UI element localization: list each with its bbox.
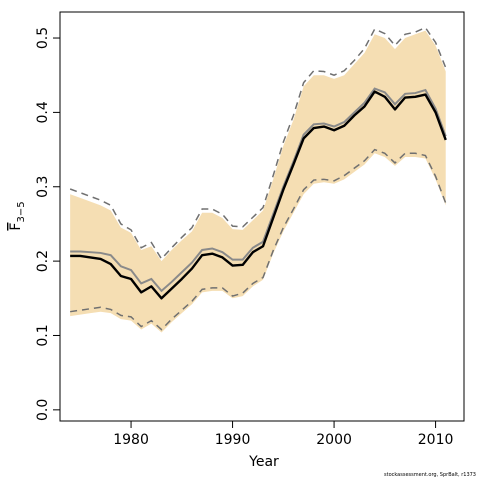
estimate-shadow-line	[70, 87, 447, 293]
y-axis-title-subscript: 3−5	[16, 201, 27, 222]
upper-bound-line	[69, 26, 447, 261]
x-tick-label: 2010	[418, 432, 454, 448]
confidence-band-layer	[70, 30, 446, 333]
series-lines-layer	[69, 26, 447, 331]
y-tick-label: 0.2	[35, 250, 51, 272]
confidence-band	[70, 30, 446, 333]
y-tick-label: 0.5	[35, 27, 51, 49]
x-tick-label: 1990	[215, 432, 251, 448]
x-axis-title: Year	[248, 454, 279, 470]
plot-frame	[59, 11, 465, 422]
x-axis: 1980 1990 2000 2010	[113, 421, 453, 448]
y-tick-label: 0.0	[35, 399, 51, 421]
credit-text: stockassessment.org, SprBalt, r1373	[384, 472, 476, 478]
y-tick-label: 0.4	[35, 101, 51, 123]
y-axis-title: F3−5	[8, 201, 27, 230]
estimate-line	[70, 90, 447, 300]
y-axis: 0.0 0.1 0.2 0.3 0.4 0.5	[35, 27, 60, 421]
x-tick-label: 1980	[113, 432, 149, 448]
x-tick-label: 2000	[316, 432, 352, 448]
y-axis-title-main: F	[8, 223, 24, 231]
y-tick-label: 0.3	[35, 176, 51, 198]
y-tick-label: 0.1	[35, 324, 51, 346]
lower-bound-line	[70, 148, 447, 331]
y-axis-title-group: F3−5	[8, 201, 27, 230]
